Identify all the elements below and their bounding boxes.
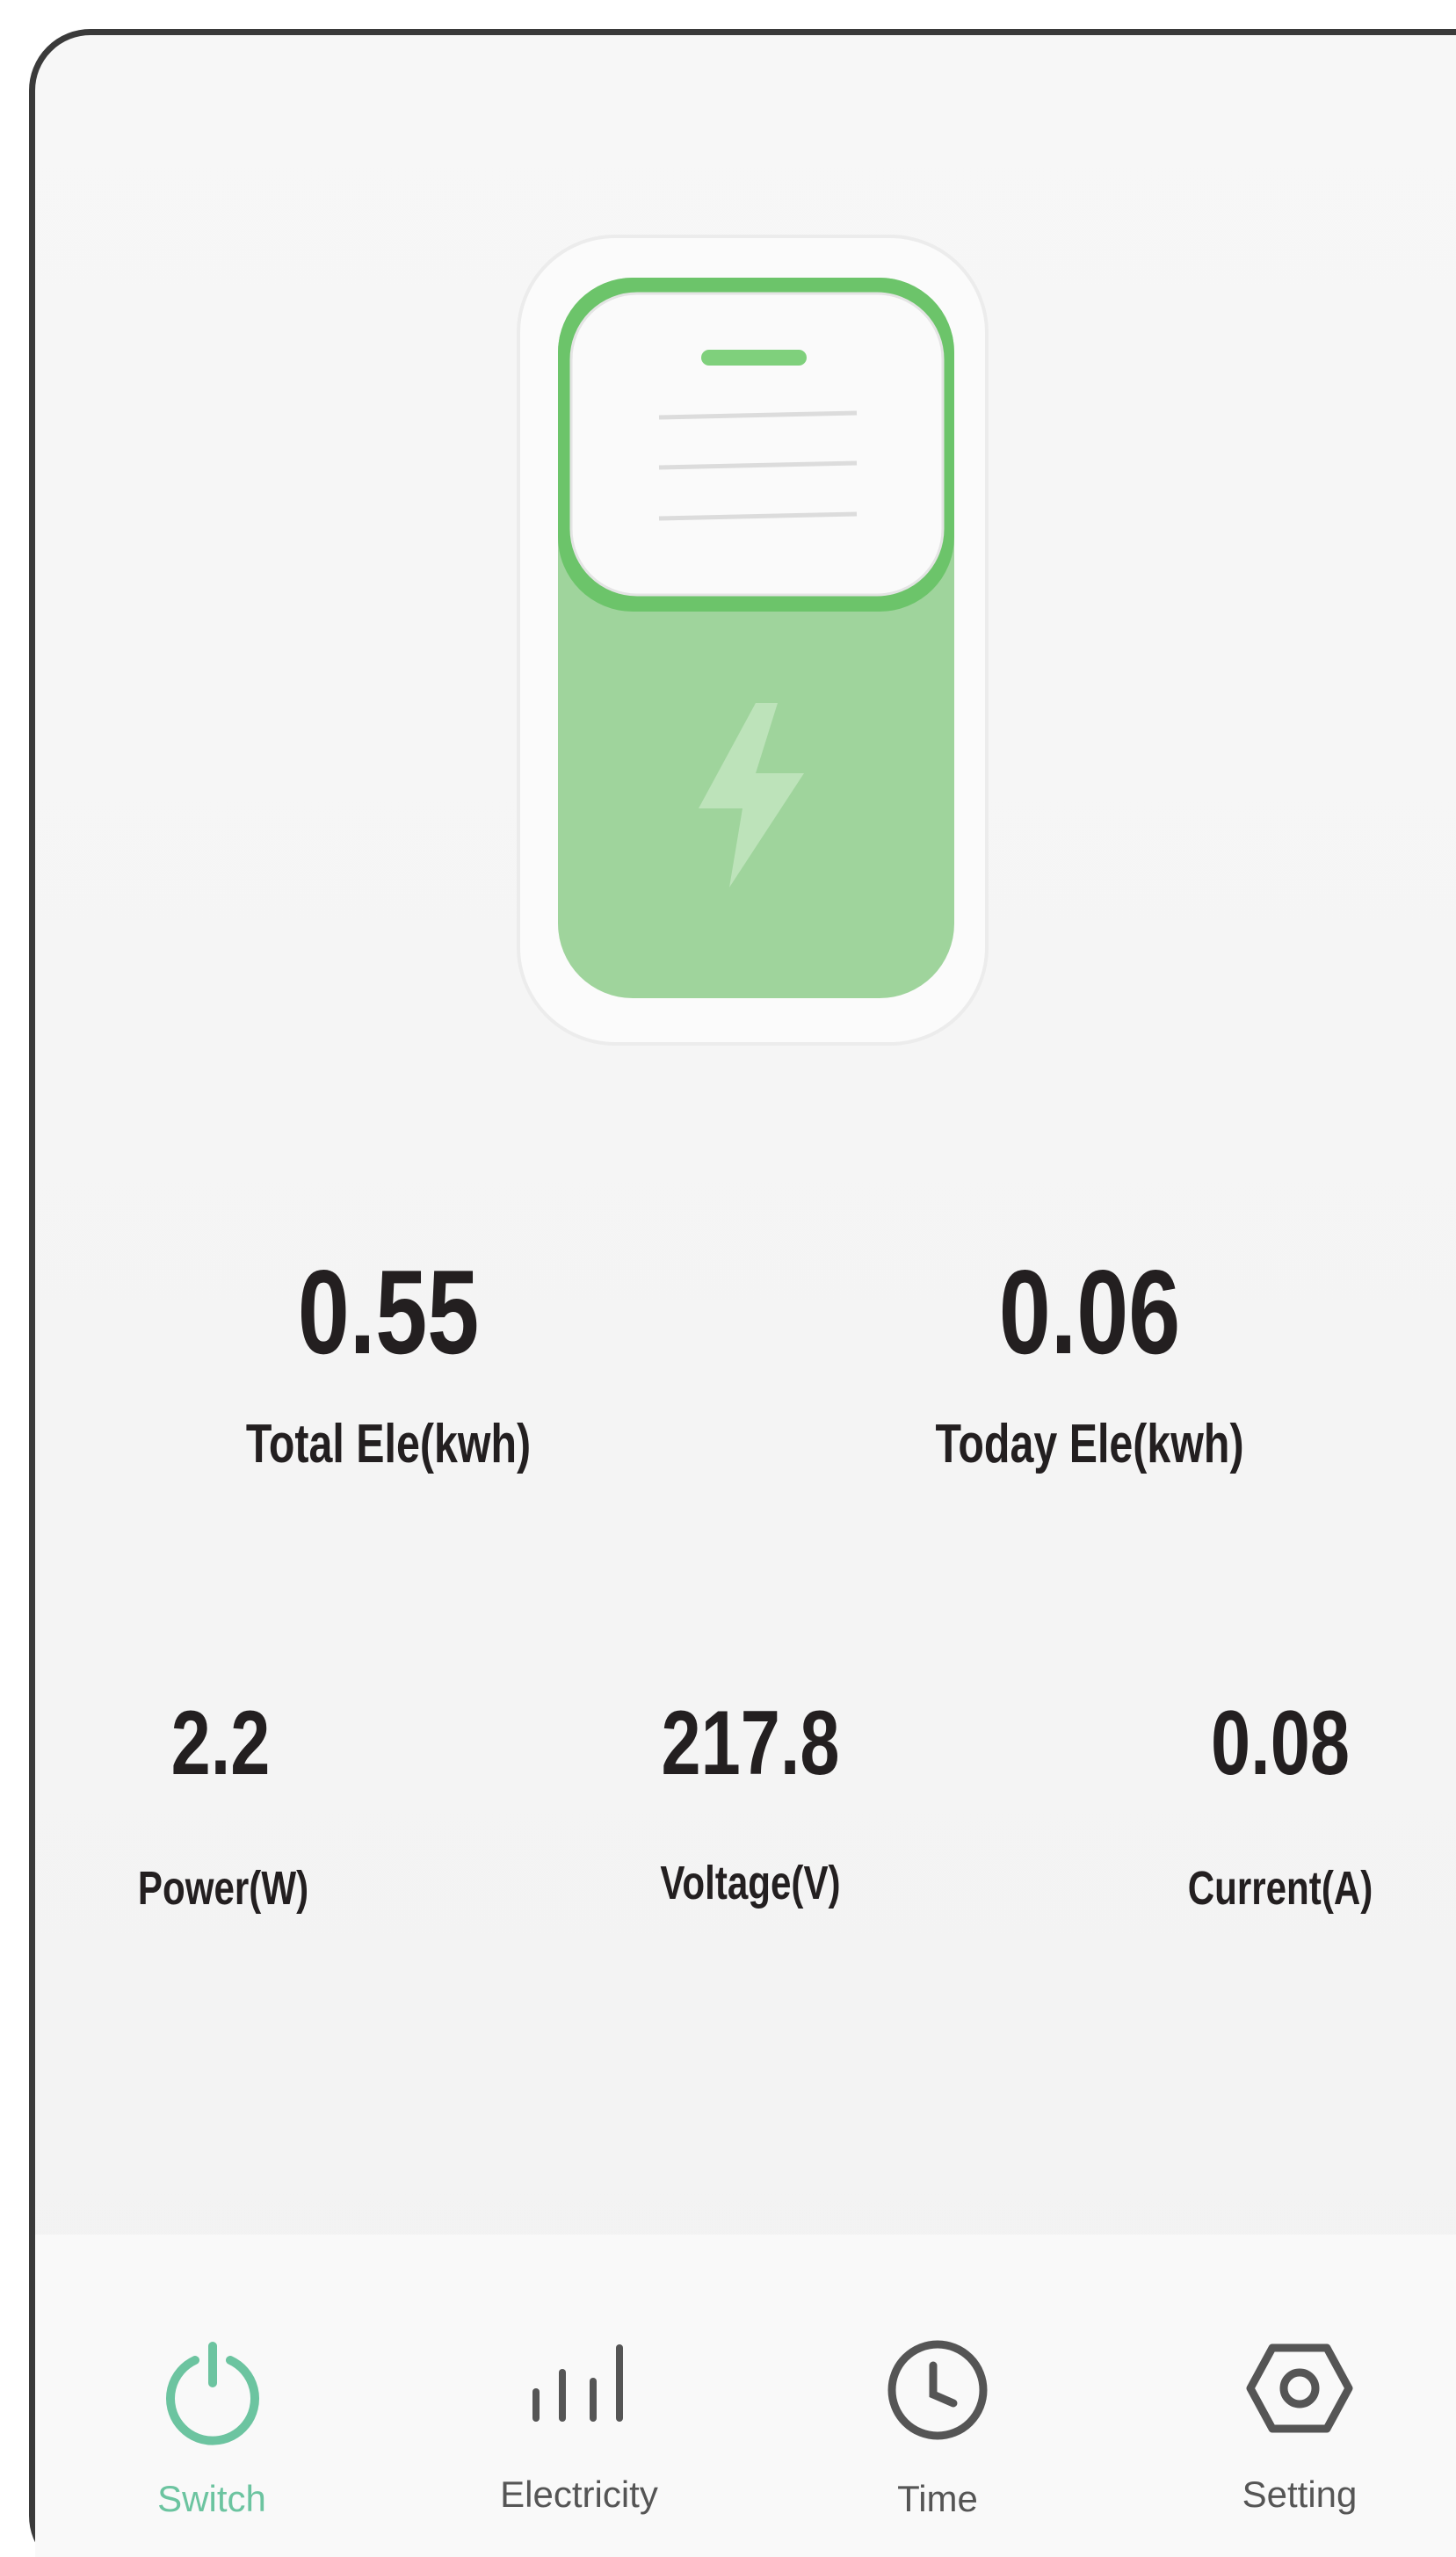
nav-label[interactable]: Time	[897, 2478, 978, 2520]
total-value: 0.55	[298, 1243, 479, 1380]
knob-indicator	[701, 350, 807, 366]
switch-graphic	[0, 0, 1456, 2557]
today-value: 0.06	[999, 1243, 1180, 1380]
voltage-label: Voltage(V)	[660, 1856, 840, 1910]
page: 0.55 Total Ele(kwh) 0.06 Today Ele(kwh) …	[0, 0, 1456, 2557]
nav-label[interactable]: Switch	[157, 2478, 266, 2520]
nav-label[interactable]: Setting	[1242, 2474, 1358, 2516]
total-label: Total Ele(kwh)	[246, 1413, 531, 1475]
nav-label[interactable]: Electricity	[500, 2474, 658, 2516]
power-label: Power(W)	[138, 1861, 308, 1916]
voltage-value: 217.8	[661, 1691, 839, 1796]
current-value: 0.08	[1211, 1691, 1350, 1796]
power-value: 2.2	[171, 1691, 271, 1796]
switch-knob[interactable]	[571, 293, 943, 595]
current-label: Current(A)	[1188, 1861, 1373, 1916]
today-label: Today Ele(kwh)	[935, 1413, 1243, 1475]
